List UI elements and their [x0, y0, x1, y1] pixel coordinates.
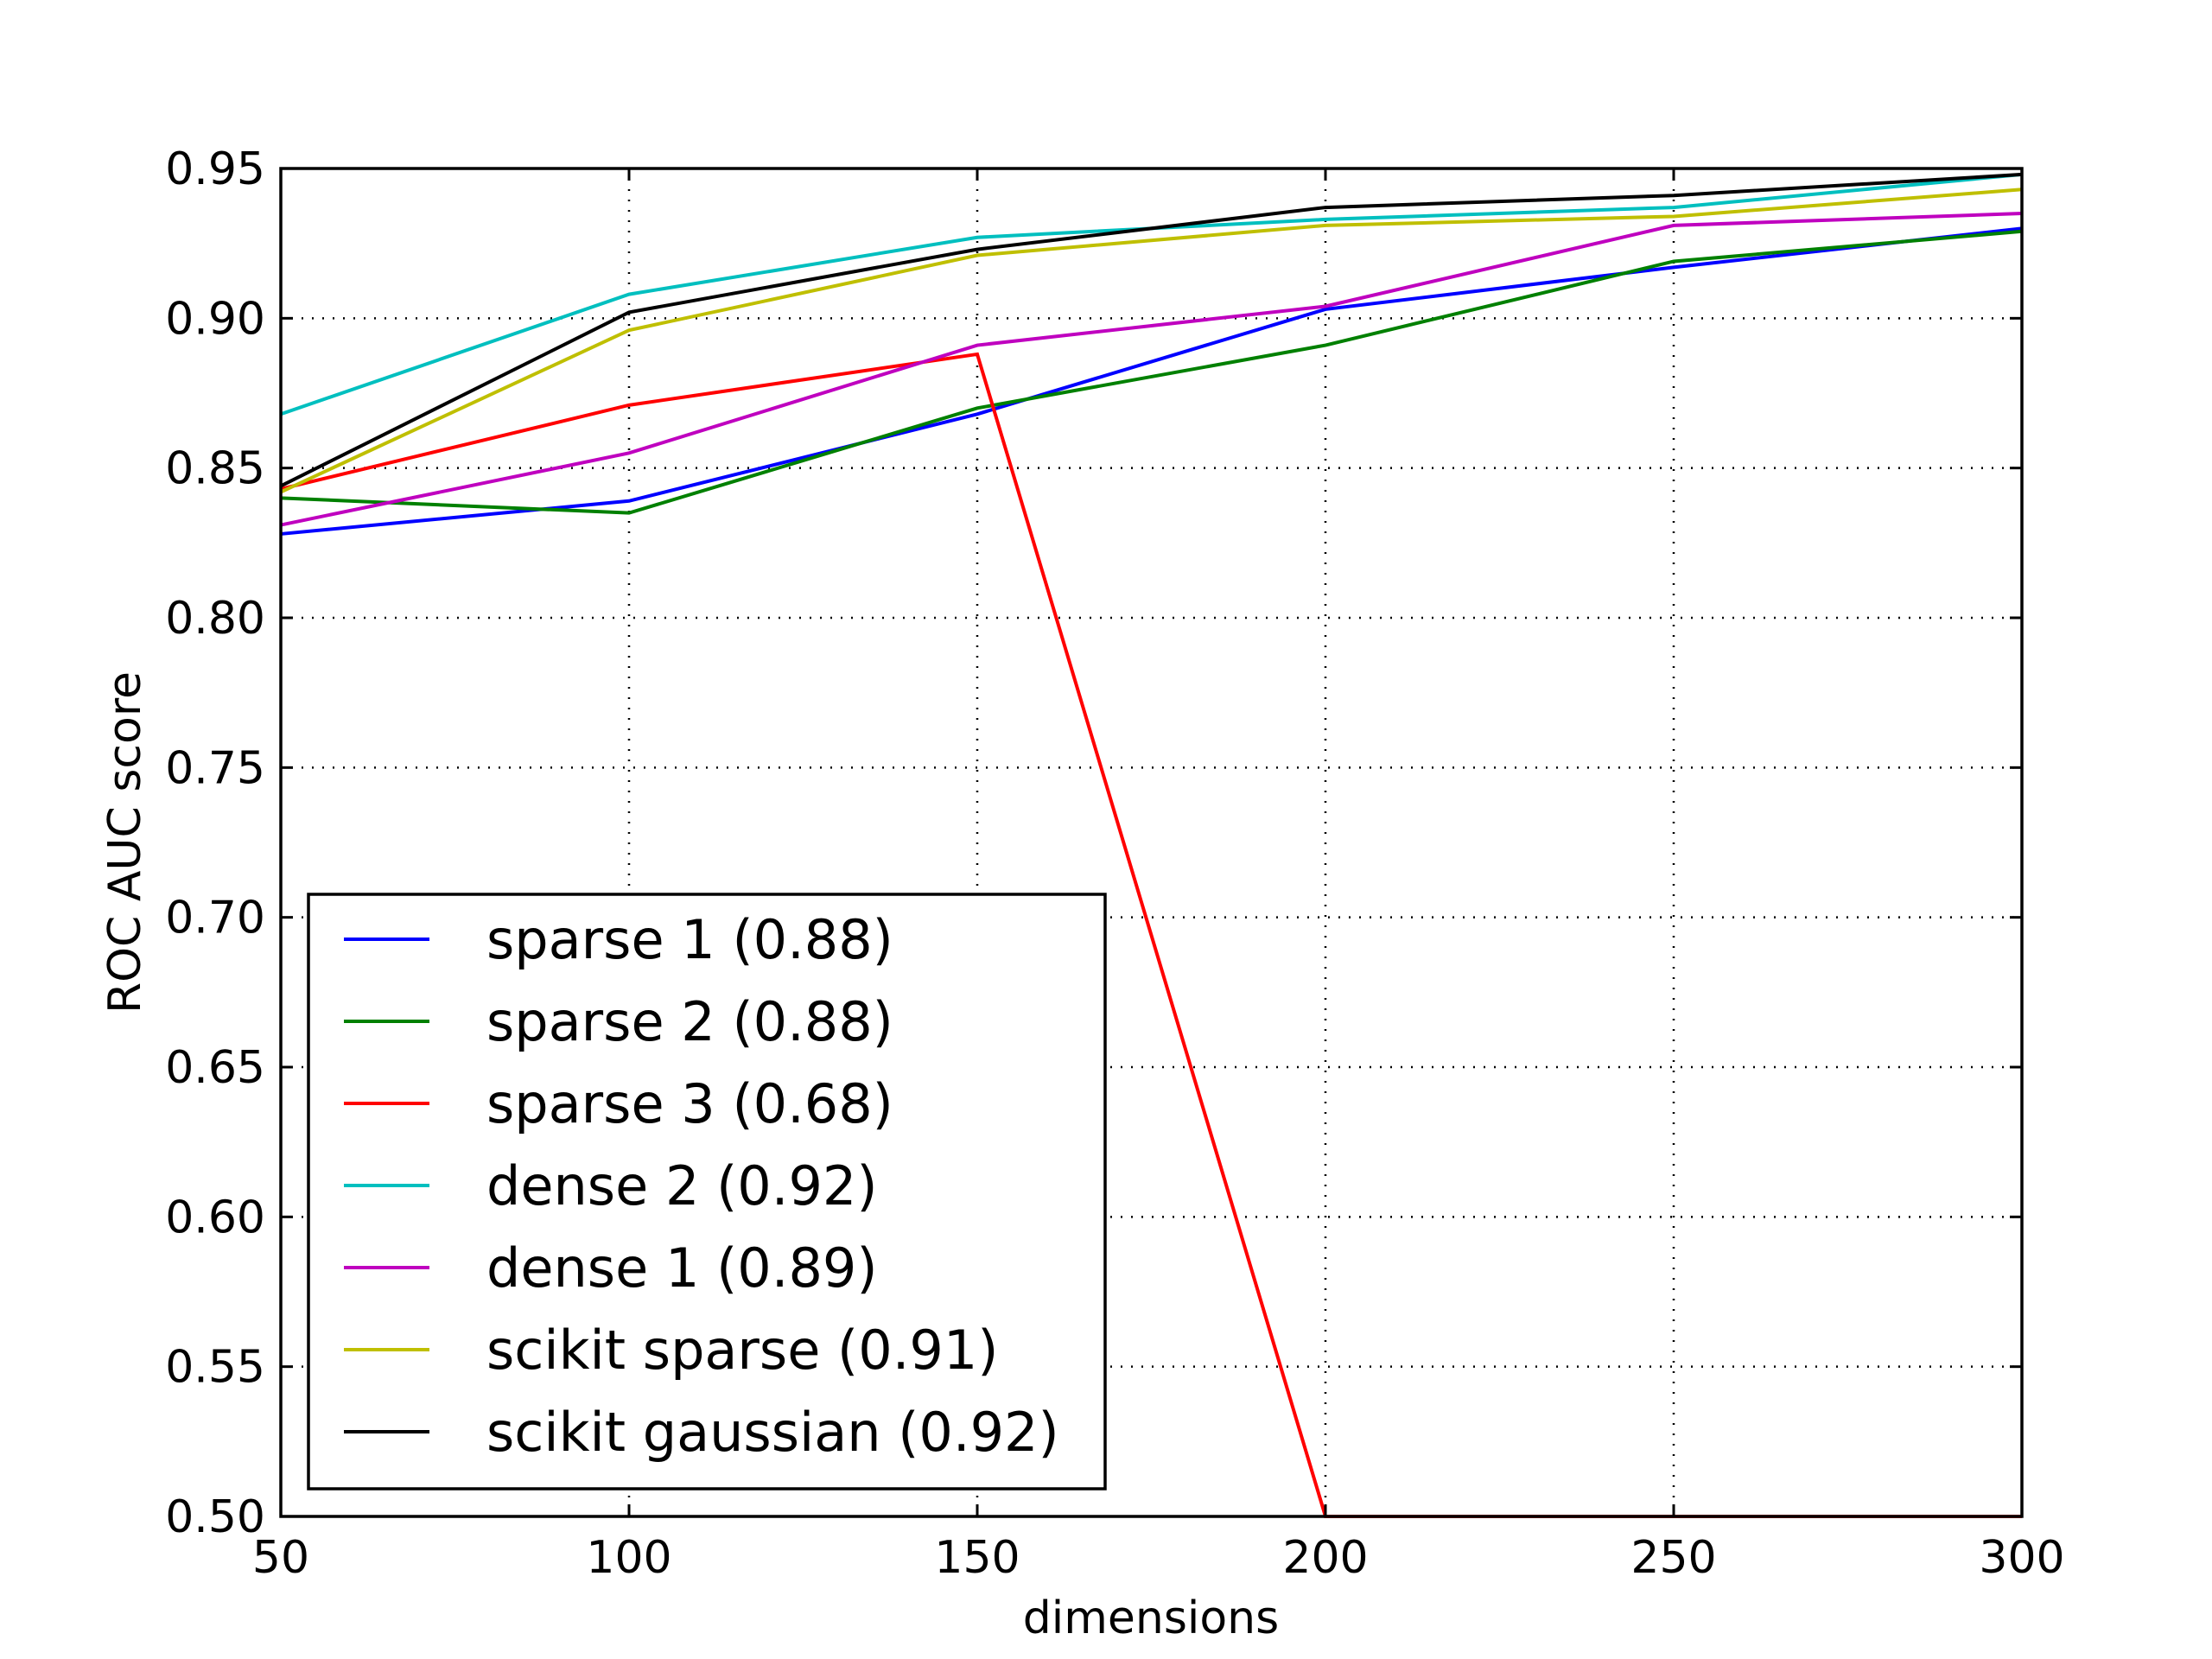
- series-line: [280, 212, 2023, 527]
- plot-frame: [279, 167, 2024, 1518]
- y-tick-label: 0.95: [165, 143, 265, 195]
- series-line: [280, 229, 2023, 515]
- legend-label: scikit sparse (0.91): [486, 1319, 998, 1382]
- x-tick-label: 250: [1630, 1532, 1716, 1584]
- x-tick-label: 150: [934, 1532, 1020, 1584]
- y-tick-label: 0.85: [165, 443, 265, 495]
- y-tick-label: 0.50: [165, 1491, 265, 1543]
- y-tick-label: 0.70: [165, 893, 265, 944]
- x-tick-label: 50: [252, 1532, 309, 1584]
- legend-label: dense 1 (0.89): [486, 1236, 878, 1300]
- legend-label: scikit gaussian (0.92): [486, 1401, 1059, 1464]
- series-line: [280, 188, 2023, 494]
- y-tick-label: 0.55: [165, 1342, 265, 1394]
- y-axis-label: ROC AUC score: [99, 671, 151, 1014]
- series-lines: [280, 172, 2023, 1518]
- legend-box: [307, 893, 1107, 1491]
- y-tick-label: 0.60: [165, 1192, 265, 1243]
- x-axis-label: dimensions: [1023, 1592, 1279, 1644]
- axis-ticks: [279, 167, 2024, 1518]
- legend: sparse 1 (0.88) sparse 2 (0.88) sparse 3 (…: [307, 893, 1107, 1491]
- legend-label: dense 2 (0.92): [486, 1154, 878, 1217]
- grid-lines: [281, 168, 2022, 1516]
- tick-labels: 50 100 150 200 250 300 0.50 0.55 0.60 0.65 0.70 0.7…: [165, 143, 2064, 1584]
- x-tick-label: 300: [1979, 1532, 2064, 1584]
- x-tick-label: 200: [1282, 1532, 1368, 1584]
- y-tick-label: 0.75: [165, 742, 265, 794]
- y-tick-label: 0.65: [165, 1042, 265, 1094]
- legend-label: sparse 2 (0.88): [486, 990, 893, 1053]
- legend-label: sparse 3 (0.68): [486, 1072, 893, 1135]
- y-tick-label: 0.90: [165, 293, 265, 345]
- legend-label: sparse 1 (0.88): [486, 908, 893, 971]
- x-tick-label: 100: [586, 1532, 671, 1584]
- series-line: [280, 172, 2023, 488]
- y-tick-label: 0.80: [165, 593, 265, 645]
- series-line: [280, 226, 2023, 536]
